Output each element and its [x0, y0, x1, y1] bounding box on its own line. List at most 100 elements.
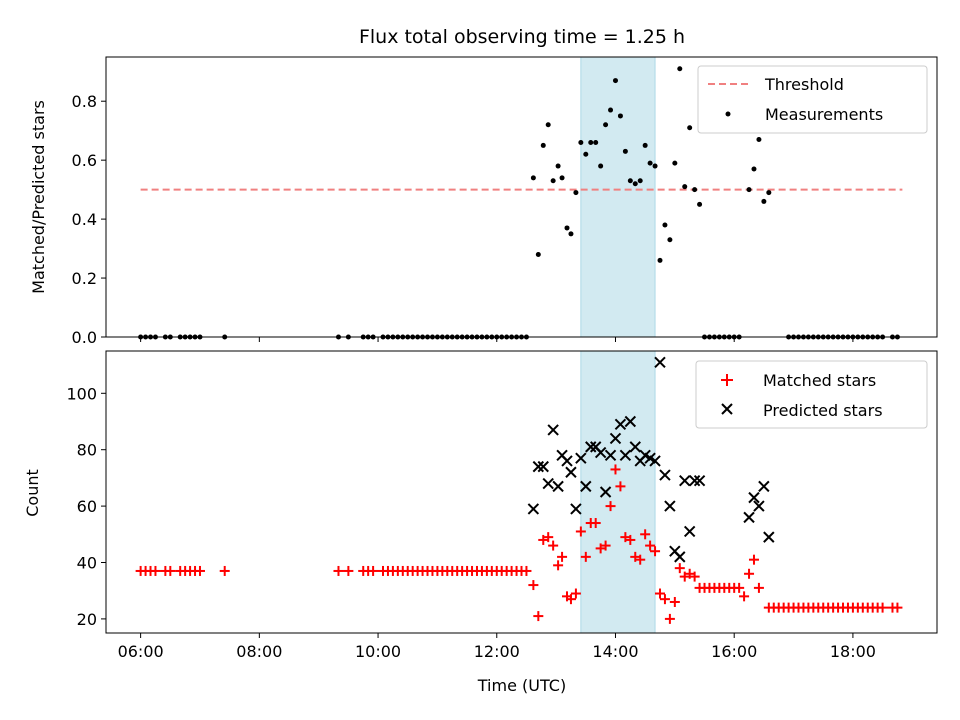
- ratio-legend: Threshold Measurements: [697, 65, 928, 134]
- x-tick-label: 06:00: [118, 642, 164, 661]
- predicted-star-point: [585, 441, 597, 453]
- measurement-point: [555, 163, 561, 169]
- measurement-point: [593, 139, 599, 145]
- measurement-point: [746, 187, 752, 193]
- measurement-point: [564, 225, 570, 231]
- x-axis-label: Time (UTC): [477, 676, 566, 695]
- matched-star-point: [689, 571, 700, 582]
- matched-star-point: [640, 529, 651, 540]
- predicted-star-point: [763, 531, 775, 543]
- count-y-tick-label: 100: [66, 384, 97, 403]
- matched-star-point: [150, 565, 161, 576]
- matched-star-point: [557, 551, 568, 562]
- predicted-star-point: [565, 466, 577, 478]
- ratio-x-ticks: [140, 337, 854, 342]
- ratio-y-tick-label: 0.8: [72, 92, 97, 111]
- predicted-star-point: [604, 449, 617, 462]
- measurement-point: [672, 160, 678, 166]
- matched-star-point: [165, 565, 176, 576]
- predicted-star-point: [688, 475, 701, 487]
- matched-star-point: [748, 554, 759, 565]
- measurement-point: [608, 107, 614, 113]
- matched-star-point: [664, 613, 675, 624]
- predicted-star-point: [542, 477, 554, 490]
- legend-predicted-swatch: [721, 403, 733, 415]
- measurement-point: [559, 175, 565, 181]
- matched-star-point: [877, 602, 888, 613]
- predicted-star-point: [683, 525, 696, 538]
- matched-star-point: [600, 540, 611, 551]
- measurement-point: [612, 78, 618, 84]
- ratio-panel: 0.00.20.40.60.8 Matched/Predicted stars …: [29, 56, 938, 347]
- matched-star-point: [610, 464, 621, 475]
- predicted-star-point: [659, 469, 671, 481]
- measurement-point: [568, 231, 574, 237]
- matched-star-point: [734, 582, 745, 593]
- measurement-point: [662, 222, 668, 228]
- x-tick-label: 16:00: [711, 642, 757, 661]
- matched-star-point: [635, 554, 646, 565]
- count-y-tick-label: 60: [77, 497, 97, 516]
- measurement-point: [642, 142, 648, 148]
- legend-measurements-swatch: [725, 111, 731, 117]
- matched-star-point: [753, 582, 764, 593]
- measurement-point: [598, 163, 604, 169]
- matched-star-point: [533, 611, 544, 622]
- legend-measurements-label: Measurements: [765, 105, 883, 124]
- matched-star-point: [655, 588, 665, 599]
- chart-title: Flux total observing time = 1.25 h: [359, 26, 685, 48]
- predicted-star-point: [654, 356, 666, 368]
- matched-star-point: [590, 518, 601, 529]
- measurement-point: [622, 148, 628, 154]
- ratio-y-tick-label: 0.0: [72, 328, 97, 347]
- measurement-point: [652, 163, 658, 169]
- count-legend: Matched stars Predicted stars: [695, 360, 928, 429]
- measurement-point: [657, 257, 663, 263]
- measurement-point: [583, 151, 589, 157]
- predicted-star-point: [748, 491, 760, 504]
- ratio-y-axis-label: Matched/Predicted stars: [29, 100, 48, 294]
- matched-star-point: [739, 591, 750, 602]
- matched-star-point: [580, 551, 591, 562]
- predicted-star-point: [580, 480, 592, 493]
- predicted-star-point: [619, 449, 632, 462]
- predicted-star-point: [575, 452, 587, 464]
- count-y-ticks: 20 40 60 80 100: [66, 384, 106, 629]
- predicted-star-point: [609, 432, 622, 445]
- measurement-point: [545, 122, 551, 128]
- matched-star-point: [543, 532, 554, 543]
- ratio-y-ticks: 0.0 0.2 0.4 0.6 0.8: [72, 92, 106, 347]
- count-panel: 20 40 60 80 100 06:00 08:00 10:00 12:00 14:00 16:…: [23, 350, 938, 695]
- ratio-y-tick-label: 0.4: [72, 210, 97, 229]
- legend-matched-label: Matched stars: [763, 371, 876, 390]
- measurement-point: [550, 178, 556, 184]
- legend-predicted-label: Predicted stars: [763, 401, 883, 420]
- predicted-star-point: [570, 503, 582, 515]
- measurement-point: [535, 251, 541, 257]
- measurement-point: [530, 175, 536, 181]
- legend-matched-swatch: [721, 374, 733, 386]
- predicted-star-point: [599, 486, 612, 498]
- matched-star-point: [674, 563, 685, 574]
- count-y-tick-label: 20: [77, 610, 97, 629]
- matched-star-point: [553, 560, 564, 571]
- matched-star-point: [625, 534, 636, 545]
- predicted-star-point: [552, 480, 564, 493]
- count-x-ticks: 06:00 08:00 10:00 12:00 14:00 16:00 18:00: [118, 633, 876, 661]
- x-tick-label: 10:00: [355, 642, 401, 661]
- legend-threshold-label: Threshold: [764, 75, 844, 94]
- matched-star-point: [615, 481, 626, 492]
- measurement-point: [627, 178, 633, 184]
- measurement-point: [578, 139, 584, 145]
- matched-star-point: [744, 568, 755, 579]
- predicted-star-point: [743, 511, 755, 524]
- measurement-point: [573, 190, 579, 196]
- matched-star-point: [650, 546, 661, 557]
- measurement-point: [761, 198, 767, 204]
- measurement-point: [751, 166, 757, 172]
- predicted-star-point: [547, 424, 559, 436]
- measurement-point: [687, 125, 693, 131]
- matched-star-point: [659, 594, 670, 605]
- observing-window-span: [580, 350, 656, 634]
- count-legend-box: [695, 360, 928, 429]
